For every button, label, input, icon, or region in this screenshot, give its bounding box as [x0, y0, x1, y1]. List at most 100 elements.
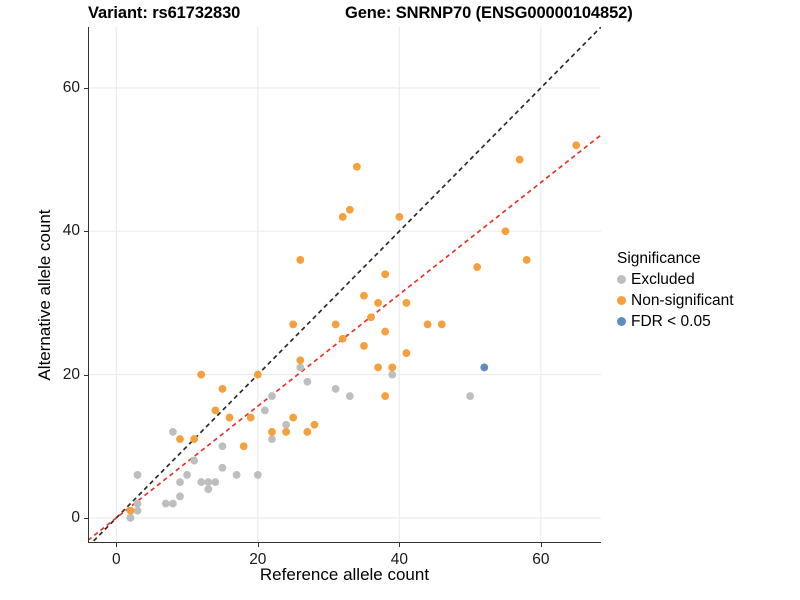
legend-key-dot-icon — [617, 275, 626, 284]
data-point — [388, 363, 397, 372]
data-point — [161, 499, 170, 508]
y-tick-label: 0 — [71, 508, 80, 526]
data-point — [352, 162, 361, 171]
data-point — [126, 514, 135, 522]
data-point — [268, 392, 276, 400]
y-tick-label: 40 — [62, 222, 80, 240]
fit-line — [88, 134, 601, 541]
data-point — [268, 435, 276, 443]
legend: Significance Excluded Non-significant FDR … — [617, 250, 797, 332]
data-point — [133, 499, 142, 508]
y-axis-title: Alternative allele count — [35, 209, 54, 381]
y-tick-mark — [84, 374, 88, 376]
data-point — [437, 320, 446, 329]
legend-items: Excluded Non-significant FDR < 0.05 — [617, 269, 797, 332]
data-point — [246, 413, 255, 422]
data-point — [338, 213, 347, 221]
data-point — [232, 471, 241, 479]
data-point — [239, 442, 248, 451]
data-point — [381, 270, 390, 279]
x-axis-title: Reference allele count — [259, 565, 430, 584]
data-point — [204, 478, 213, 486]
data-point — [204, 485, 213, 494]
y-tick-mark — [84, 87, 88, 89]
x-tick-label: 40 — [390, 551, 408, 568]
data-point — [282, 428, 291, 436]
legend-item[interactable]: FDR < 0.05 — [617, 311, 797, 332]
legend-key-dot-icon — [617, 296, 626, 305]
data-point — [473, 263, 482, 271]
data-point — [303, 377, 312, 386]
data-point — [515, 155, 524, 164]
data-point — [176, 478, 184, 486]
data-point — [402, 349, 411, 357]
x-tick-mark — [257, 543, 259, 547]
data-point — [338, 334, 347, 343]
y-tick-mark — [84, 231, 88, 233]
data-point — [289, 413, 298, 422]
data-point — [197, 370, 206, 379]
data-point — [253, 471, 262, 479]
legend-item[interactable]: Excluded — [617, 269, 797, 290]
y-tick-label: 60 — [62, 78, 80, 96]
y-tick-mark — [84, 517, 88, 519]
data-point — [218, 442, 227, 451]
data-point — [310, 420, 319, 429]
data-point — [133, 506, 142, 515]
data-point — [480, 363, 489, 372]
data-point — [282, 420, 291, 429]
data-point — [572, 141, 581, 150]
x-tick-mark — [399, 543, 401, 547]
data-point — [501, 227, 510, 236]
data-point — [345, 392, 354, 400]
data-point — [331, 320, 340, 329]
data-point — [197, 478, 206, 486]
data-point — [289, 320, 298, 329]
data-point — [183, 471, 191, 479]
x-tick-label: 60 — [532, 551, 550, 568]
legend-item[interactable]: Non-significant — [617, 290, 797, 311]
legend-item-label: FDR < 0.05 — [631, 312, 711, 330]
data-point — [381, 392, 390, 400]
identity-line — [90, 27, 601, 543]
data-point — [268, 428, 276, 436]
legend-key-dot-icon — [617, 317, 626, 326]
data-point — [211, 406, 220, 415]
data-point — [133, 471, 142, 479]
data-point — [360, 291, 368, 300]
legend-title: Significance — [617, 250, 701, 267]
data-point — [388, 370, 397, 379]
data-point — [126, 506, 135, 515]
data-point — [381, 327, 390, 336]
data-point — [374, 363, 383, 372]
data-point — [296, 363, 305, 372]
chart-title-row: Variant: rs61732830 Gene: SNRNP70 (ENSG0… — [0, 4, 800, 30]
data-point — [169, 428, 177, 436]
x-tick-mark — [540, 543, 542, 547]
data-point — [360, 342, 368, 350]
data-point — [296, 356, 305, 365]
data-point — [303, 428, 312, 436]
data-point — [211, 478, 220, 486]
gridlines — [88, 27, 601, 543]
variant-title: Variant: rs61732830 — [88, 4, 241, 22]
data-point — [190, 435, 199, 443]
data-point — [218, 463, 227, 472]
reference-lines — [88, 27, 601, 543]
data-point — [395, 213, 404, 221]
legend-item-label: Non-significant — [631, 291, 734, 309]
data-point — [169, 499, 177, 508]
data-point — [190, 456, 199, 465]
data-point — [176, 492, 184, 501]
series-non-significant — [126, 141, 581, 515]
data-point — [253, 370, 262, 379]
data-point — [466, 392, 474, 400]
x-tick-mark — [116, 543, 118, 547]
legend-item-label: Excluded — [631, 270, 695, 288]
data-point — [218, 385, 227, 393]
data-point — [225, 413, 234, 422]
data-point — [423, 320, 432, 329]
series-fdr-0-05 — [480, 363, 489, 372]
y-tick-label: 20 — [62, 365, 80, 383]
